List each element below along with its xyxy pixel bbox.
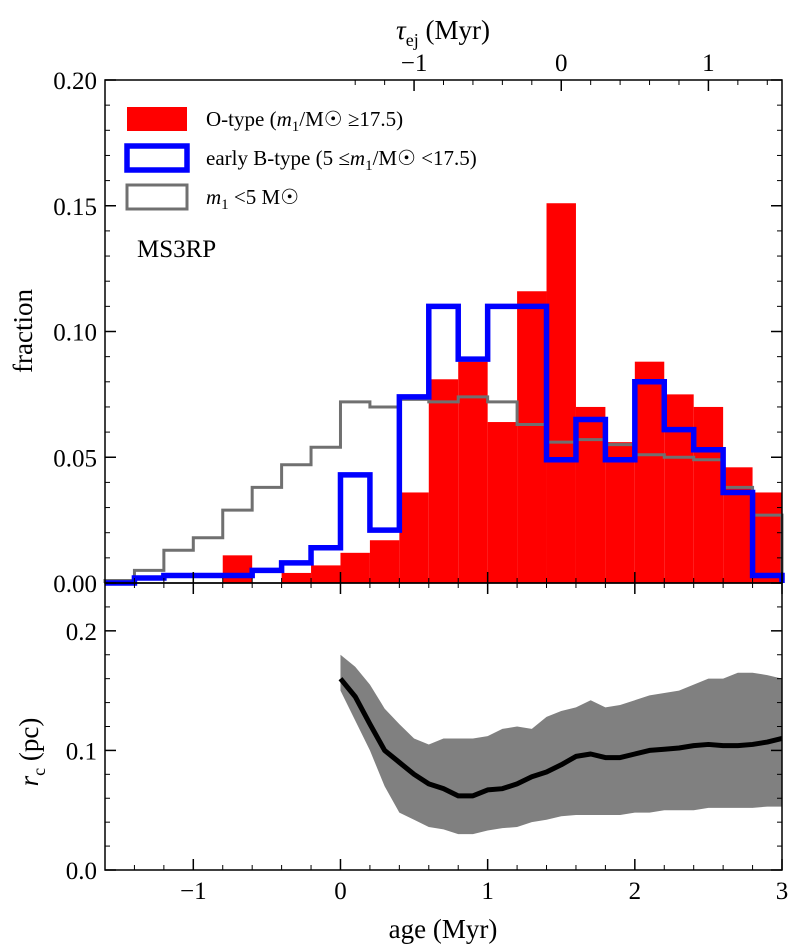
- y-tick-label: 0.2: [66, 619, 97, 646]
- legend-label: O-type (m1/M☉ ≥17.5): [206, 107, 403, 135]
- legend-swatch-o-type: [127, 107, 187, 131]
- top-x-tick-label: 0: [555, 50, 568, 77]
- o-type-bar: [311, 565, 341, 583]
- o-type-bar: [752, 492, 782, 583]
- y-axis-title-core-radius: rc (pc): [14, 718, 49, 787]
- o-type-bar: [634, 361, 665, 583]
- core-radius-axes: 0.0 0.1 0.2 −1 0 1 2 3: [66, 582, 789, 905]
- top-x-tick-label: 1: [702, 50, 715, 77]
- core-radius-plot-area: [338, 654, 783, 835]
- y-tick-label: 0.05: [53, 445, 97, 472]
- y-axis-title-fraction: fraction: [8, 289, 38, 373]
- o-type-bar: [458, 361, 488, 583]
- x-tick-label: 2: [629, 878, 642, 905]
- x-tick-label: 0: [334, 878, 347, 905]
- y-tick-label: 0.0: [66, 858, 97, 885]
- o-type-bar: [546, 203, 576, 584]
- legend: O-type (m1/M☉ ≥17.5) early B-type (5 ≤m1/…: [124, 107, 477, 213]
- x-tick-label: −1: [180, 878, 207, 905]
- panel-label: MS3RP: [137, 236, 216, 263]
- o-type-bar: [340, 552, 370, 583]
- y-tick-label: 0.10: [53, 320, 97, 347]
- y-tick-label: 0.00: [53, 571, 97, 598]
- o-type-bar: [605, 442, 635, 583]
- y-tick-label: 0.15: [53, 194, 97, 221]
- o-type-bar: [693, 406, 724, 583]
- o-type-bar: [664, 394, 694, 583]
- x-tick-label: 3: [776, 878, 789, 905]
- y-tick-label: 0.1: [66, 738, 97, 765]
- top-axis-title: τej (Myr): [396, 15, 490, 50]
- histogram-plot-area: [103, 203, 785, 586]
- x-axis-title-age: age (Myr): [389, 914, 498, 944]
- o-type-bar: [428, 379, 459, 583]
- o-type-bar: [222, 555, 253, 583]
- x-tick-label: 1: [481, 878, 494, 905]
- o-type-bar: [487, 422, 518, 583]
- legend-swatch-low-mass: [125, 183, 189, 211]
- o-type-bar: [369, 540, 400, 583]
- o-type-bar: [517, 291, 547, 583]
- o-type-bar: [399, 492, 429, 583]
- o-type-bar: [281, 572, 312, 583]
- legend-label: early B-type (5 ≤m1/M☉ <17.5): [206, 146, 477, 174]
- o-type-bar: [723, 467, 753, 583]
- top-x-tick-label: −1: [401, 50, 428, 77]
- legend-label: m1 <5 M☉: [206, 185, 299, 213]
- legend-swatch-early-b-type: [124, 143, 190, 173]
- y-tick-label: 0.20: [53, 68, 97, 95]
- core-radius-spread-band: [340, 654, 782, 835]
- o-type-bar: [575, 406, 606, 583]
- core-radius-panel: 0.0 0.1 0.2 −1 0 1 2 3 age (Myr) rc (pc): [14, 582, 789, 944]
- low-mass-step-line: [103, 395, 784, 583]
- core-radius-median-line: [338, 677, 783, 799]
- early-b-type-step-line: [105, 303, 785, 586]
